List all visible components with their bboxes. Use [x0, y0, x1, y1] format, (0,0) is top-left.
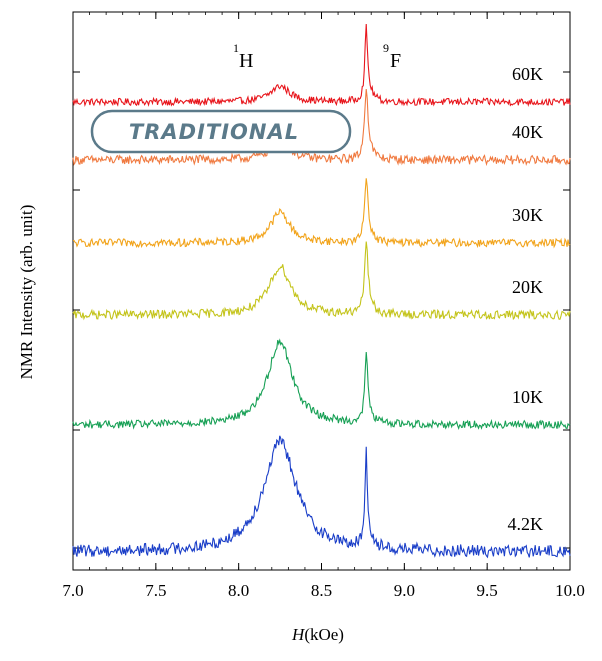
x-tick-label: 7.0: [62, 581, 83, 600]
badge-pill: [90, 109, 352, 154]
series-layer: [72, 23, 571, 559]
series-label: 10K: [512, 387, 543, 407]
peak-label-f: 9 F: [383, 41, 401, 72]
peak-label-h-sup: 1: [233, 41, 239, 55]
x-tick-label: 10.0: [555, 581, 585, 600]
series-label: 40K: [512, 122, 543, 142]
x-axis-title-rest: (kOe): [304, 625, 344, 644]
peak-label-f-symbol: F: [390, 50, 401, 72]
x-tick-label: 8.0: [228, 581, 249, 600]
series-label: 30K: [512, 205, 543, 225]
x-axis-title: H(kOe): [291, 625, 344, 644]
x-tick-label: 9.0: [394, 581, 415, 600]
series-line-20K: [72, 241, 571, 321]
peak-label-h: 1 H: [233, 41, 253, 72]
series-labels: 60K 40K 30K 20K 10K 4.2K: [508, 64, 544, 534]
series-line-4_2K: [72, 435, 571, 559]
x-ticks: 7.0 7.5 8.0 8.5 9.0 9.5 10.0: [62, 12, 585, 600]
series-label: 60K: [512, 64, 543, 84]
y-axis-title: NMR Intensity (arb. unit): [17, 205, 36, 380]
peak-label-h-symbol: H: [239, 50, 253, 72]
x-tick-label: 8.5: [311, 581, 332, 600]
series-line-10K: [72, 338, 571, 430]
peak-label-f-sup: 9: [383, 41, 389, 55]
badge-text: TRADITIONAL: [129, 120, 299, 144]
series-label: 4.2K: [508, 514, 544, 534]
x-tick-label: 9.5: [477, 581, 498, 600]
series-line-60K: [72, 23, 571, 108]
traditional-badge: TRADITIONAL: [90, 109, 352, 154]
x-tick-label: 7.5: [145, 581, 166, 600]
plot-frame: [72, 11, 571, 571]
x-axis-title-italic: H: [291, 625, 306, 644]
series-line-30K: [72, 178, 571, 249]
series-line-40K: [72, 88, 571, 167]
series-label: 20K: [512, 277, 543, 297]
